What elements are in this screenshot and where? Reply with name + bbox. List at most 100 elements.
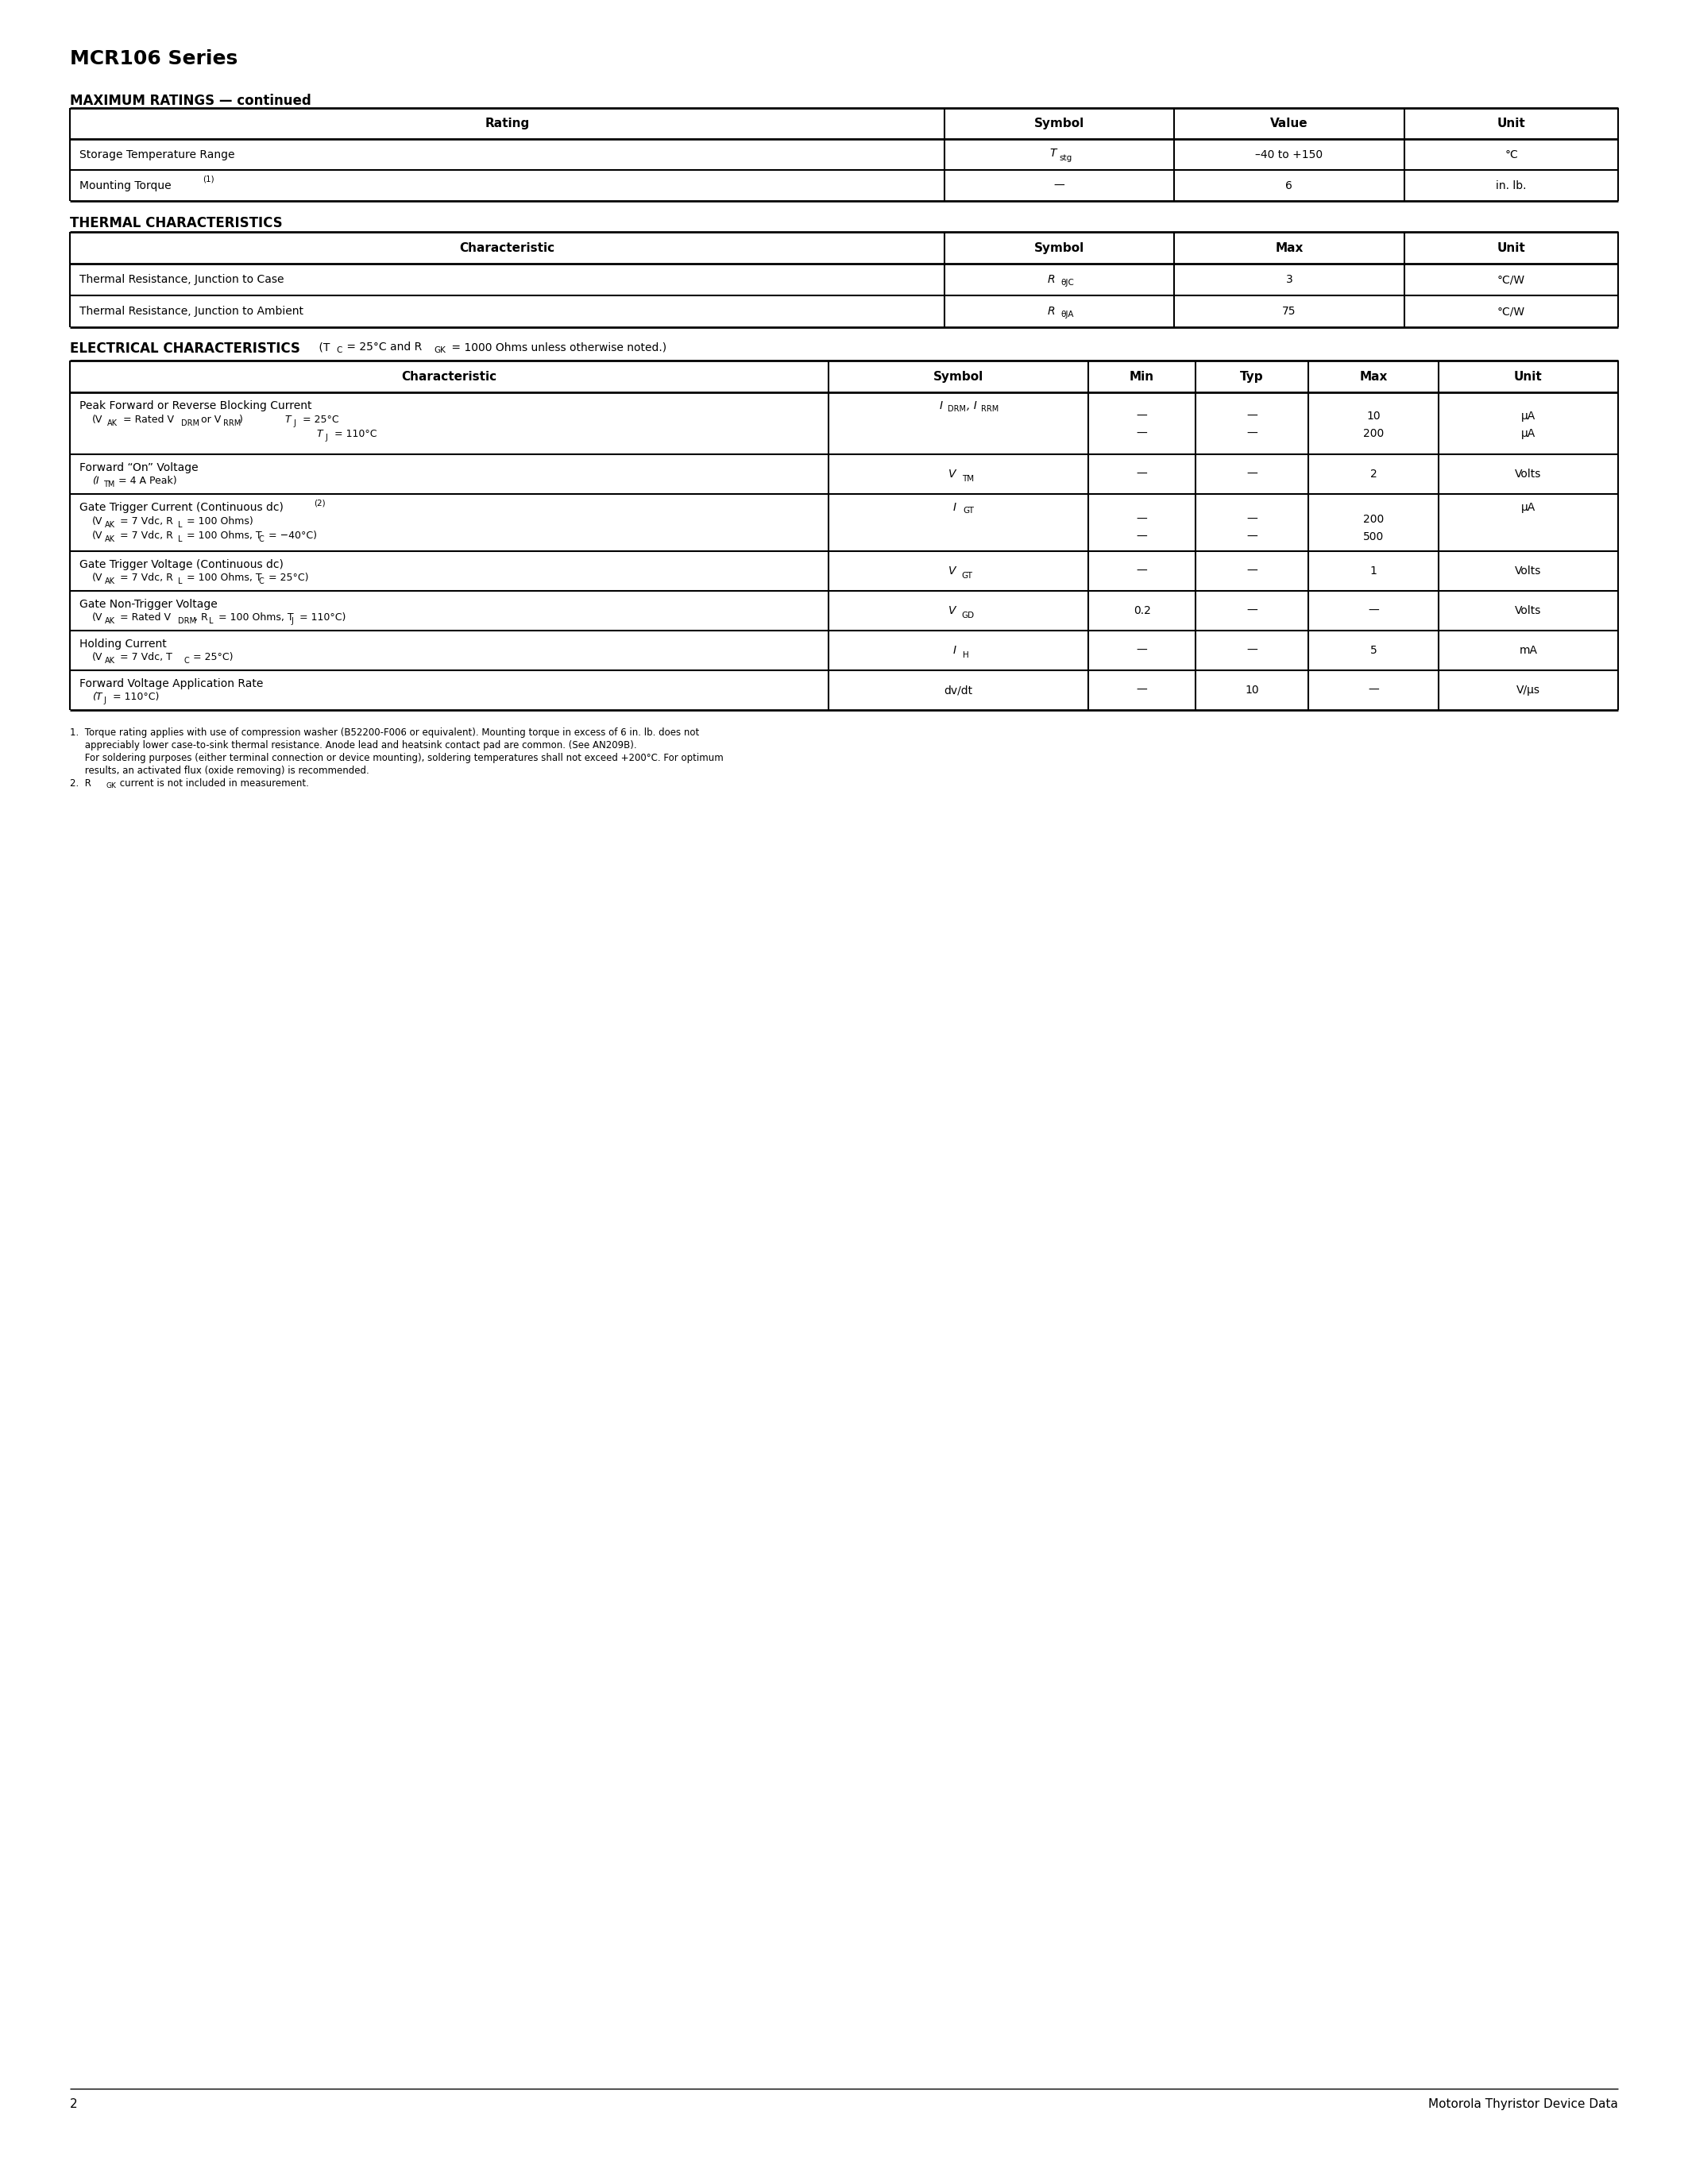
Text: Peak Forward or Reverse Blocking Current: Peak Forward or Reverse Blocking Current (79, 400, 312, 411)
Text: Unit: Unit (1497, 118, 1526, 129)
Text: Thermal Resistance, Junction to Case: Thermal Resistance, Junction to Case (79, 273, 284, 286)
Text: = 100 Ohms, T: = 100 Ohms, T (184, 572, 262, 583)
Text: (2): (2) (314, 498, 326, 507)
Text: (T: (T (316, 341, 329, 352)
Text: 5: 5 (1371, 644, 1377, 655)
Text: in. lb.: in. lb. (1496, 179, 1526, 190)
Text: results, an activated flux (oxide removing) is recommended.: results, an activated flux (oxide removi… (69, 767, 370, 775)
Text: H: H (962, 651, 969, 660)
Text: , R: , R (194, 612, 208, 622)
Text: = 1000 Ohms unless otherwise noted.): = 1000 Ohms unless otherwise noted.) (447, 341, 667, 352)
Text: V: V (949, 470, 955, 480)
Text: C: C (258, 577, 265, 585)
Text: Volts: Volts (1516, 605, 1541, 616)
Text: (V: (V (93, 572, 103, 583)
Text: C: C (258, 535, 265, 544)
Text: Gate Trigger Current (Continuous dc): Gate Trigger Current (Continuous dc) (79, 502, 284, 513)
Text: —: — (1053, 179, 1065, 190)
Text: I: I (954, 502, 955, 513)
Text: 10: 10 (1367, 411, 1381, 422)
Text: (V: (V (93, 612, 103, 622)
Text: V: V (949, 566, 955, 577)
Text: mA: mA (1519, 644, 1538, 655)
Text: Max: Max (1274, 242, 1303, 253)
Text: I: I (940, 400, 942, 411)
Text: °C: °C (1504, 149, 1518, 159)
Text: GD: GD (962, 612, 974, 620)
Text: = 110°C: = 110°C (331, 428, 376, 439)
Text: DRM: DRM (181, 419, 199, 428)
Text: 2.  R: 2. R (69, 778, 91, 788)
Text: = 100 Ohms, T: = 100 Ohms, T (216, 612, 294, 622)
Text: T: T (316, 428, 322, 439)
Text: 2: 2 (1371, 470, 1377, 480)
Text: AK: AK (108, 419, 118, 428)
Text: L: L (209, 618, 213, 625)
Text: stg: stg (1058, 153, 1072, 162)
Text: μA: μA (1521, 411, 1536, 422)
Text: —: — (1136, 566, 1148, 577)
Text: —: — (1136, 513, 1148, 524)
Text: Gate Trigger Voltage (Continuous dc): Gate Trigger Voltage (Continuous dc) (79, 559, 284, 570)
Text: V: V (949, 605, 955, 616)
Text: V/μs: V/μs (1516, 684, 1539, 697)
Text: AK: AK (105, 618, 115, 625)
Text: Volts: Volts (1516, 566, 1541, 577)
Text: μA: μA (1521, 428, 1536, 439)
Text: Max: Max (1359, 371, 1388, 382)
Text: = Rated V: = Rated V (116, 612, 170, 622)
Text: C: C (184, 657, 189, 664)
Text: (V: (V (93, 515, 103, 526)
Text: = 7 Vdc, R: = 7 Vdc, R (116, 515, 174, 526)
Text: Volts: Volts (1516, 470, 1541, 480)
Text: current is not included in measurement.: current is not included in measurement. (116, 778, 309, 788)
Text: μA: μA (1521, 502, 1536, 513)
Text: GK: GK (106, 782, 116, 788)
Text: AK: AK (105, 522, 115, 529)
Text: °C/W: °C/W (1497, 306, 1526, 317)
Text: (I: (I (93, 476, 100, 487)
Text: θJC: θJC (1060, 280, 1074, 286)
Text: L: L (177, 535, 182, 544)
Text: TM: TM (103, 480, 115, 489)
Text: —: — (1246, 513, 1258, 524)
Text: J: J (294, 419, 295, 428)
Text: Holding Current: Holding Current (79, 638, 167, 649)
Text: Symbol: Symbol (1035, 242, 1084, 253)
Text: AK: AK (105, 577, 115, 585)
Text: J: J (324, 435, 327, 441)
Text: 3: 3 (1286, 273, 1293, 286)
Text: —: — (1246, 566, 1258, 577)
Text: = 7 Vdc, R: = 7 Vdc, R (116, 531, 174, 542)
Text: DRM: DRM (177, 618, 196, 625)
Text: L: L (177, 522, 182, 529)
Text: R: R (1048, 306, 1055, 317)
Text: For soldering purposes (either terminal connection or device mounting), solderin: For soldering purposes (either terminal … (69, 753, 724, 762)
Text: 1.  Torque rating applies with use of compression washer (B52200-F006 or equival: 1. Torque rating applies with use of com… (69, 727, 699, 738)
Text: DRM: DRM (947, 404, 966, 413)
Text: Min: Min (1129, 371, 1155, 382)
Text: Symbol: Symbol (1035, 118, 1084, 129)
Text: ELECTRICAL CHARACTERISTICS: ELECTRICAL CHARACTERISTICS (69, 341, 300, 356)
Text: GK: GK (434, 347, 446, 354)
Text: Characteristic: Characteristic (402, 371, 496, 382)
Text: 200: 200 (1362, 428, 1384, 439)
Text: Forward “On” Voltage: Forward “On” Voltage (79, 463, 197, 474)
Text: (1): (1) (203, 175, 214, 183)
Text: (T: (T (93, 692, 101, 701)
Text: L: L (177, 577, 182, 585)
Text: = −40°C): = −40°C) (265, 531, 317, 542)
Text: (V: (V (93, 415, 103, 426)
Text: = 7 Vdc, T: = 7 Vdc, T (116, 653, 172, 662)
Text: ): ) (240, 415, 243, 426)
Text: Unit: Unit (1497, 242, 1526, 253)
Text: J: J (290, 618, 294, 625)
Text: T: T (1050, 146, 1057, 159)
Text: I: I (954, 644, 955, 655)
Text: = Rated V: = Rated V (120, 415, 174, 426)
Text: (V: (V (93, 653, 103, 662)
Text: TM: TM (962, 474, 974, 483)
Text: Characteristic: Characteristic (459, 242, 555, 253)
Text: —: — (1246, 605, 1258, 616)
Text: MCR106 Series: MCR106 Series (69, 50, 238, 68)
